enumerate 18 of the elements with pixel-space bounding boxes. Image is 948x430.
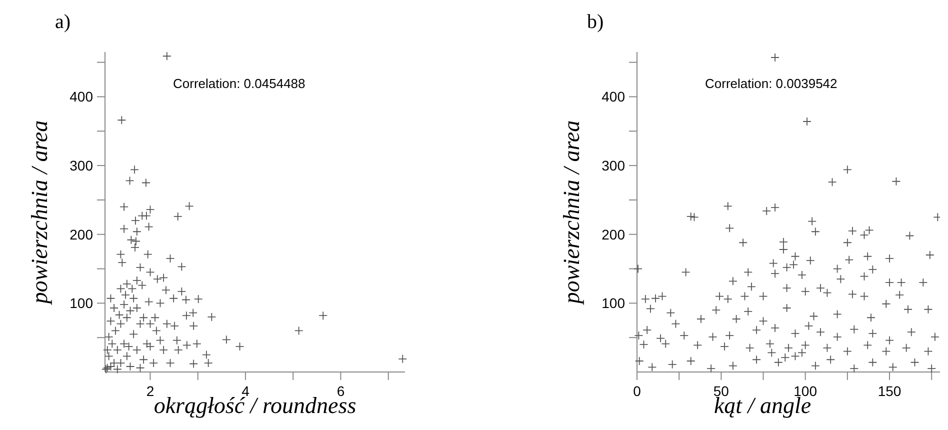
y-axis-title: powierzchnia / area [559,120,584,306]
y-tick-label: 200 [70,226,94,242]
y-tick-label: 200 [602,226,626,242]
y-axis-title: powierzchnia / area [27,120,52,306]
y-tick-label: 400 [70,88,94,105]
y-tick-label: 100 [70,295,94,312]
y-tick-label: 300 [602,157,626,174]
chart-title: a) [55,11,71,33]
annotation: Correlation: 0.0454488 [173,76,306,91]
chart-title: b) [587,11,604,33]
x-tick-label: 150 [878,383,902,399]
annotation: Correlation: 0.0039542 [705,76,838,91]
y-tick-label: 300 [70,157,94,174]
x-tick-label: 2 [146,383,154,399]
x-tick-label: 0 [633,383,642,399]
y-tick-label: 400 [602,88,626,105]
y-tick-label: 100 [602,295,626,312]
x-tick-label: 6 [336,383,345,399]
